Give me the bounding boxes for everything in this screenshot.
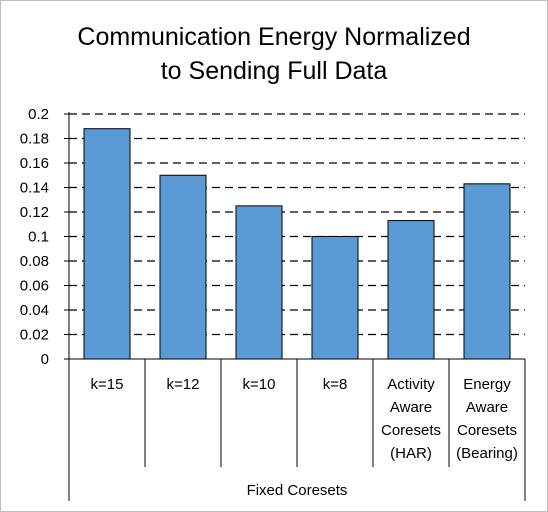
group-label-text: Fixed Coresets (247, 482, 348, 499)
category-label: k=12 (167, 376, 200, 393)
y-tick-label: 0.1 (28, 229, 49, 246)
category-label: Activity (387, 376, 435, 393)
category-label: (HAR) (390, 445, 432, 462)
category-label: (Bearing) (456, 445, 518, 462)
category-label: Energy (463, 376, 511, 393)
category-label: k=15 (91, 376, 124, 393)
category-label: Aware (466, 399, 508, 416)
grid-lines (69, 113, 525, 336)
bar (311, 236, 359, 360)
y-tick-label: 0.12 (20, 204, 49, 221)
chart-title-line: Communication Energy Normalized (77, 23, 470, 51)
category-labels: k=15 k=12 k=10 k=8 Activity Aware Coresets (HAR… (91, 376, 518, 462)
y-tick-label: 0.06 (20, 278, 49, 295)
bar (83, 128, 131, 360)
category-label: Coresets (381, 422, 441, 439)
category-label: Coresets (457, 422, 517, 439)
bar (159, 174, 207, 360)
category-label: Aware (390, 399, 432, 416)
y-tick-label: 0.14 (20, 180, 49, 197)
axes (64, 112, 526, 501)
y-tick-label: 0.2 (28, 106, 49, 123)
y-tick-label: 0 (41, 351, 49, 368)
y-tick-label: 0.04 (20, 302, 49, 319)
category-label: k=8 (323, 376, 348, 393)
y-tick-label: 0.08 (20, 253, 49, 270)
y-tick-labels: 0 0.02 0.04 0.06 0.08 0.1 0.12 0.14 0.16 0.18 0.2 (20, 106, 49, 368)
bar (235, 205, 283, 360)
y-tick-label: 0.18 (20, 131, 49, 148)
group-label: Fixed Coresets (247, 482, 348, 499)
y-tick-label: 0.16 (20, 155, 49, 172)
y-tick-label: 0.02 (20, 327, 49, 344)
bars (83, 128, 511, 360)
bar (463, 183, 511, 360)
category-label: k=10 (243, 376, 276, 393)
chart-title: Communication Energy Normalized to Sendin… (77, 23, 470, 85)
chart-title-line: to Sending Full Data (161, 57, 388, 85)
bar (387, 220, 435, 360)
